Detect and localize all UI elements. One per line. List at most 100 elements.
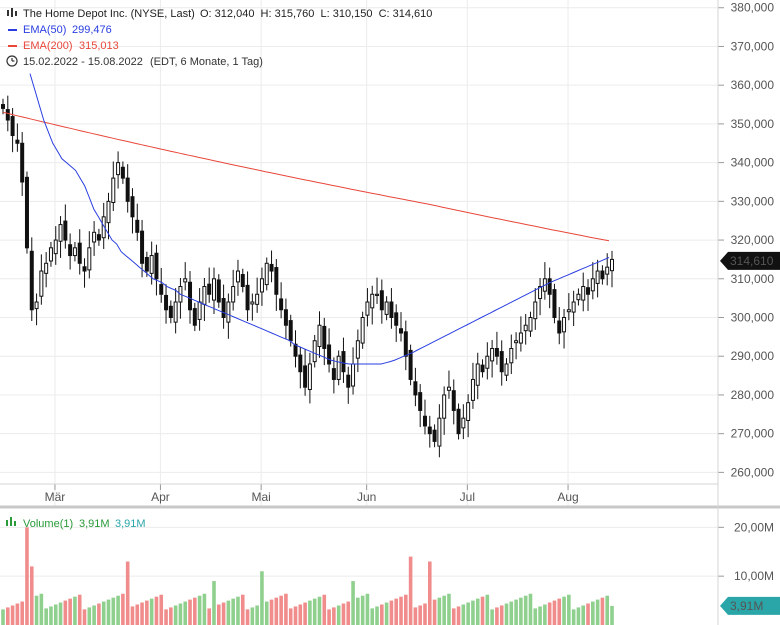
- volume-bar: [543, 604, 547, 625]
- candle-body: [351, 363, 356, 387]
- x-tick-label: Aug: [557, 490, 578, 504]
- candle-body: [509, 347, 514, 364]
- y-tick-label: 280,000: [731, 388, 775, 402]
- volume-bar: [528, 593, 533, 625]
- candle-body: [470, 378, 475, 401]
- candle-body: [590, 278, 595, 292]
- candle-body: [533, 301, 538, 320]
- candle-body: [422, 415, 427, 427]
- volume-bar: [169, 607, 173, 625]
- y-tick-label: 340,000: [731, 156, 775, 170]
- volume-bar: [399, 596, 403, 625]
- volume-bar: [221, 602, 226, 625]
- candle-body: [384, 301, 389, 315]
- candle-body: [466, 402, 471, 421]
- volume-bar: [10, 605, 15, 625]
- candle-body: [485, 355, 490, 369]
- volume-bar: [327, 609, 331, 625]
- candle-body: [144, 256, 149, 272]
- volume-bar: [312, 598, 317, 625]
- volume-bar: [586, 603, 590, 625]
- price-axis: 260,000 270,000 280,000 290,000 300,000 310,0…: [718, 1, 775, 479]
- candle-body: [235, 270, 240, 283]
- ema200-label[interactable]: EMA(200): [23, 40, 73, 52]
- volume-bar: [193, 597, 197, 625]
- candle-body: [403, 331, 408, 357]
- volume-bar: [552, 600, 557, 625]
- menu-icon[interactable]: [7, 8, 17, 17]
- last-price-value: 314,610: [730, 254, 774, 268]
- volume-grid: [0, 526, 718, 577]
- volume-bar: [336, 605, 341, 625]
- volume-bar: [212, 581, 216, 625]
- y-tick-label: 350,000: [731, 117, 775, 131]
- volume-bar: [97, 603, 101, 625]
- volume-bar: [63, 600, 68, 625]
- volume-bars-icon: [6, 517, 16, 526]
- candle-body: [164, 294, 169, 311]
- candle-body: [226, 301, 231, 323]
- ema50-label[interactable]: EMA(50): [23, 24, 66, 36]
- volume-bar: [538, 606, 542, 625]
- candle-body: [365, 301, 370, 316]
- volume-bar: [188, 599, 192, 625]
- volume-bar: [154, 596, 159, 625]
- volume-bar: [39, 593, 44, 625]
- volume-bar: [533, 608, 538, 625]
- volume-bar: [523, 595, 528, 625]
- volume-bar: [15, 603, 20, 625]
- candle-body: [327, 344, 332, 365]
- volume-bar: [408, 556, 413, 625]
- candle-body: [461, 417, 466, 429]
- volume-bar: [73, 596, 77, 625]
- candle-body: [336, 355, 341, 380]
- volume-bar: [231, 598, 235, 625]
- candle-body: [413, 381, 418, 396]
- candle-body: [72, 247, 77, 257]
- candle-body: [48, 247, 53, 262]
- y-tick-label: 310,000: [731, 272, 775, 286]
- volume-tick-label: 10,00M: [734, 569, 774, 583]
- candle-body: [293, 343, 298, 357]
- volume-bar: [480, 596, 485, 625]
- candle-body: [523, 324, 528, 332]
- y-tick-label: 380,000: [731, 1, 775, 15]
- price-grid: [0, 0, 718, 507]
- volume-label[interactable]: Volume(1): [23, 518, 73, 530]
- candle-body: [159, 284, 164, 295]
- candle-body: [259, 278, 264, 293]
- candle-body: [355, 340, 360, 359]
- candle-body: [173, 301, 178, 323]
- volume-bar: [413, 607, 418, 625]
- volume-bar: [279, 595, 283, 625]
- candle-body: [595, 270, 600, 284]
- chart-legend: The Home Depot Inc. (NYSE, Last) O: 312,…: [6, 8, 432, 68]
- volume-bar: [164, 609, 168, 625]
- candle-body: [399, 328, 404, 334]
- period-note: (EDT, 6 Monate, 1 Tag): [150, 56, 263, 68]
- volume-bar: [442, 595, 446, 625]
- candle-body: [394, 312, 399, 326]
- candle-body: [87, 247, 92, 271]
- volume-bar: [567, 594, 571, 625]
- candle-body: [264, 262, 269, 286]
- candle-body: [432, 429, 437, 442]
- y-tick-label: 260,000: [731, 465, 775, 479]
- candle-body: [605, 266, 610, 275]
- candle-body: [279, 298, 284, 311]
- volume-bar: [432, 599, 437, 625]
- candle-body: [34, 301, 39, 310]
- volume-bar: [274, 597, 279, 625]
- candle-body: [188, 281, 193, 311]
- volume-bar: [58, 602, 63, 625]
- ema50-value: 299,476: [72, 24, 112, 36]
- volume-bar: [101, 601, 106, 625]
- volume-bar: [418, 605, 422, 625]
- candle-body: [518, 332, 523, 344]
- volume-bar: [178, 603, 183, 625]
- candle-body: [207, 283, 212, 295]
- volume-bar: [293, 606, 298, 625]
- candle-body: [418, 392, 423, 411]
- candle-body: [240, 274, 245, 288]
- y-tick-label: 330,000: [731, 194, 775, 208]
